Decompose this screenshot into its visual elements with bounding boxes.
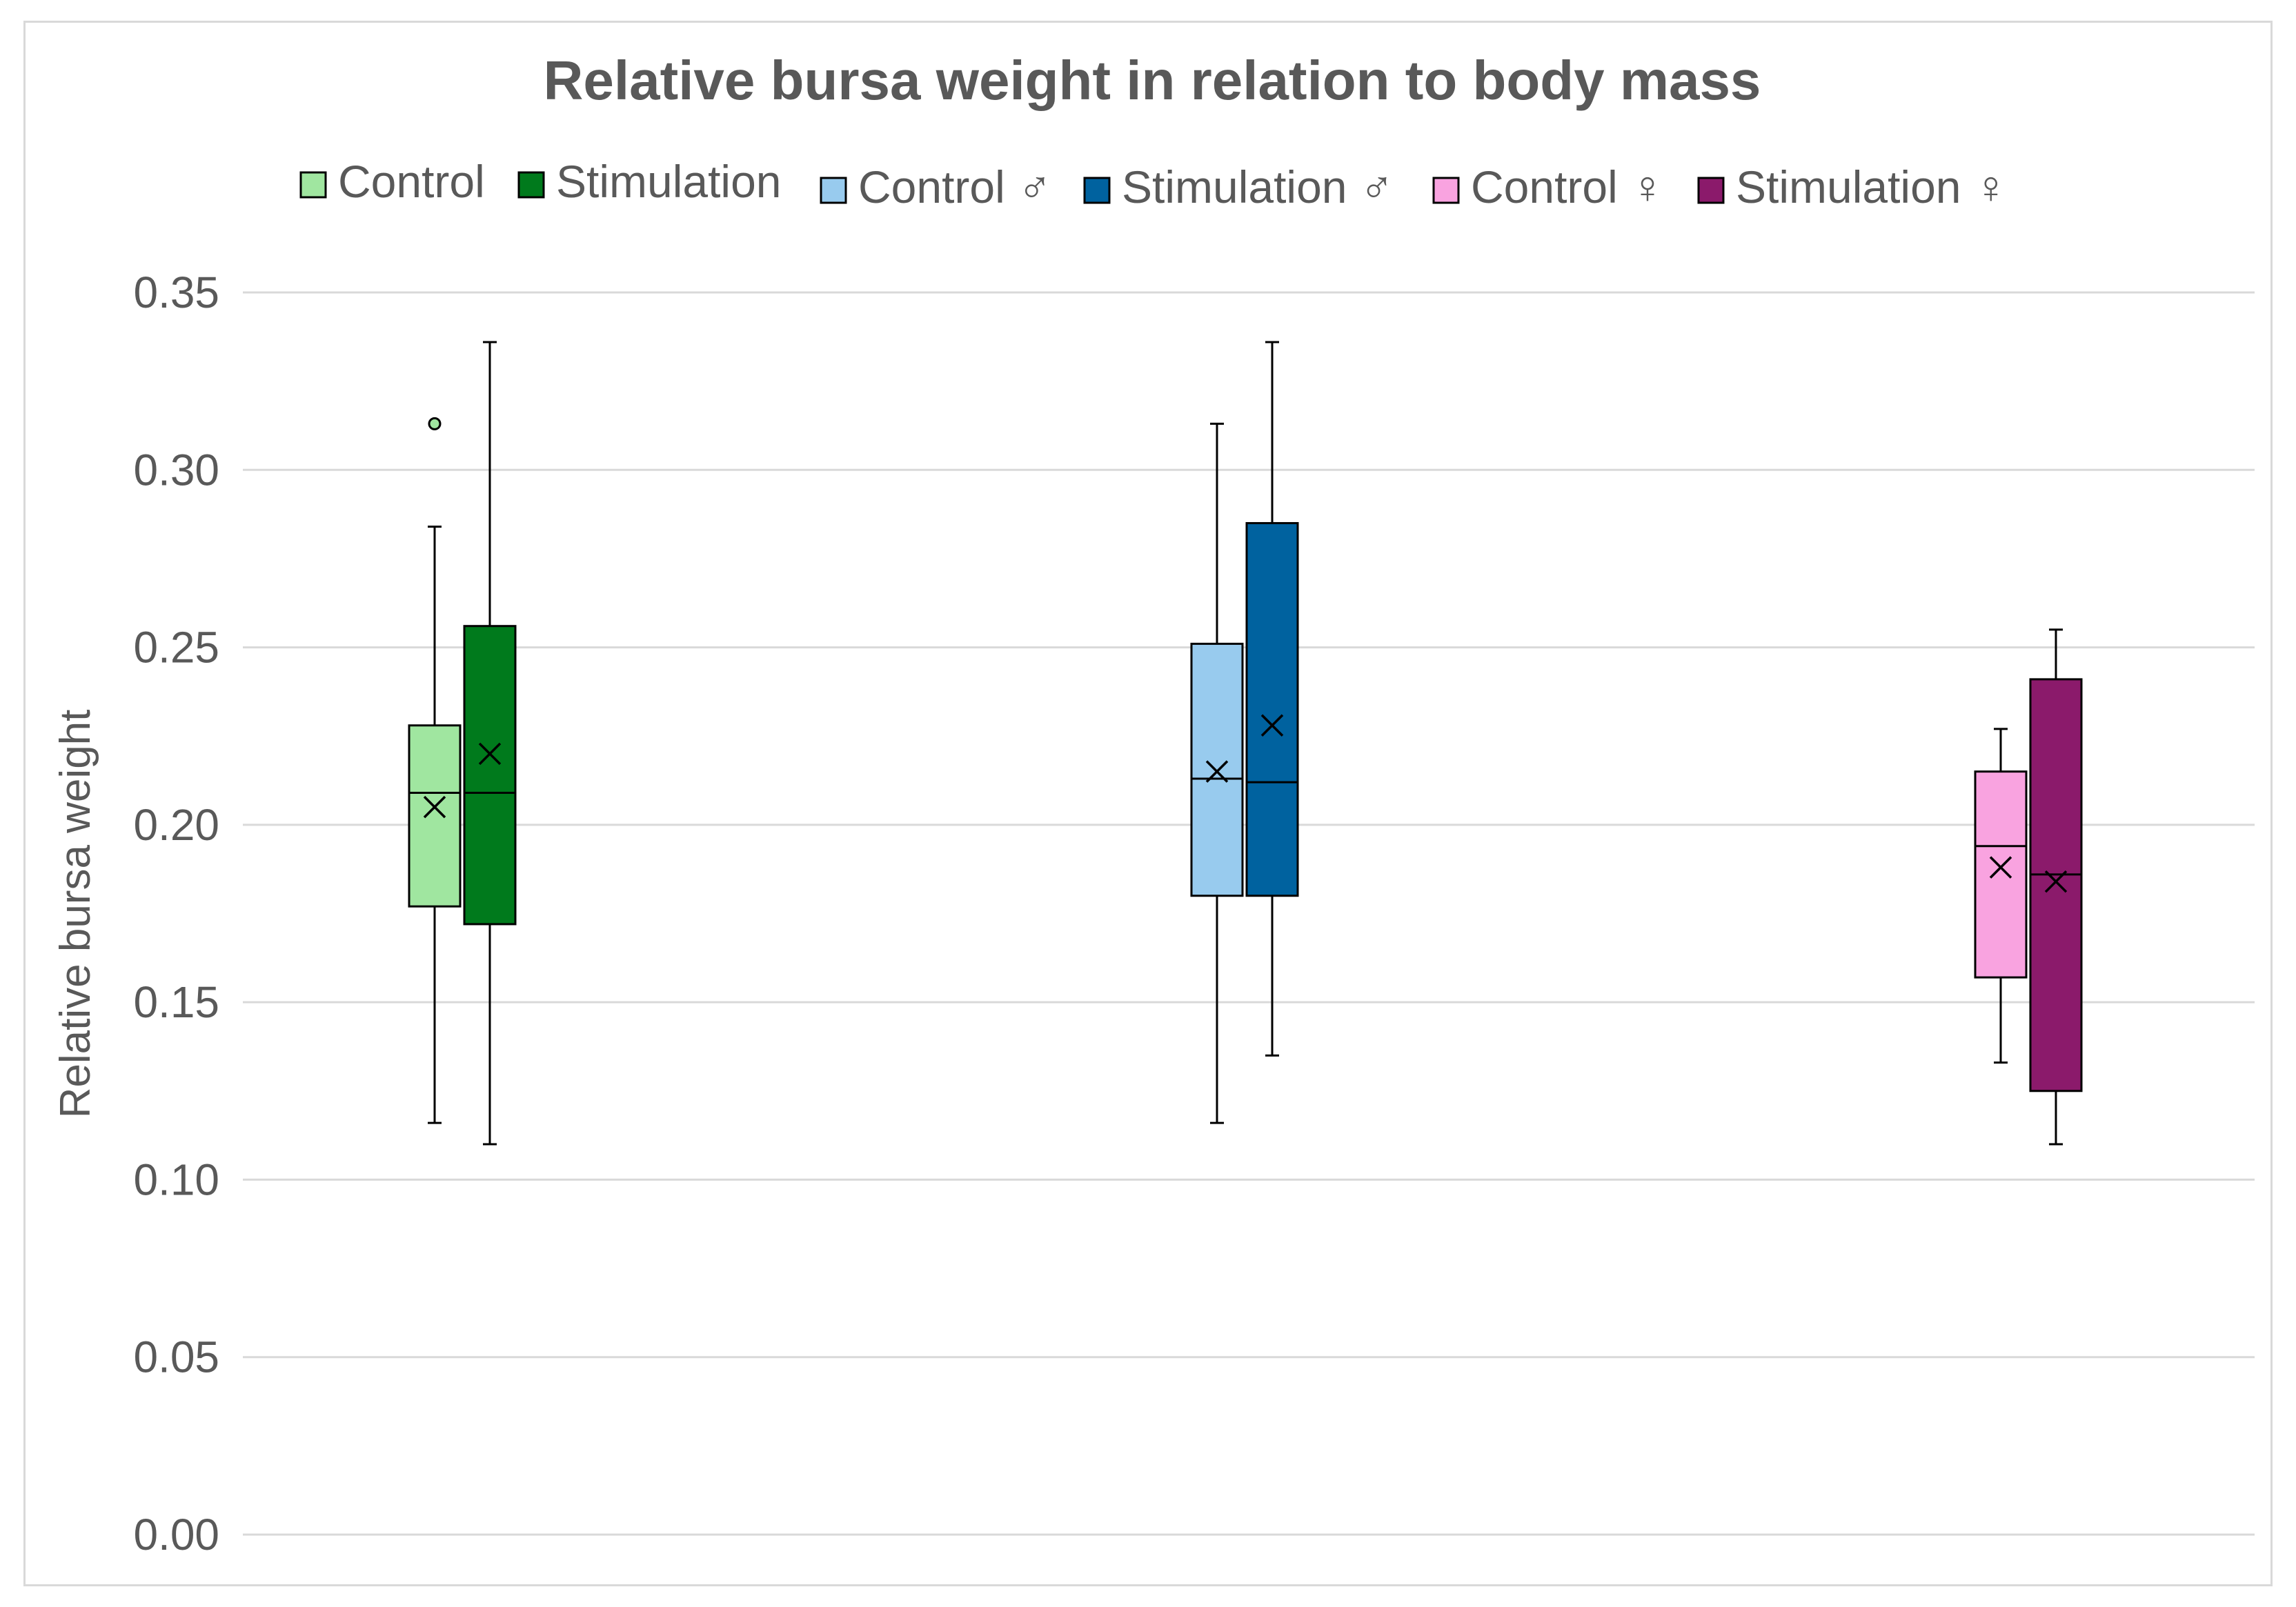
legend-swatch xyxy=(820,177,847,204)
legend: Control Stimulation Control ♂ Stimulation ♂… xyxy=(299,156,2008,212)
legend-label: Control xyxy=(338,156,485,207)
outlier-point xyxy=(428,417,442,430)
legend-label: Control ♂ xyxy=(858,161,1052,212)
chart-frame xyxy=(23,21,2273,1586)
y-tick-label: 0.20 xyxy=(133,800,219,850)
y-tick-label: 0.10 xyxy=(133,1155,219,1204)
box-stimulation xyxy=(2029,628,2083,1146)
mean-stroke xyxy=(1260,714,1284,737)
legend-item: Stimulation ♂ xyxy=(1083,161,1394,212)
y-axis-ticks: 0.00 0.05 0.10 0.15 0.20 0.25 0.30 0.35 xyxy=(133,268,219,1559)
chart-title: Relative bursa weight in relation to bod… xyxy=(544,50,1761,111)
y-tick-label: 0.25 xyxy=(133,623,219,672)
box-control xyxy=(1190,422,1244,1124)
y-axis-title: Relative bursa weight xyxy=(52,710,99,1119)
legend-item: Control xyxy=(299,156,485,207)
box-control xyxy=(1974,728,2028,1064)
legend-label: Stimulation ♀ xyxy=(1736,161,2008,212)
legend-swatch xyxy=(1697,177,1725,204)
mean-stroke xyxy=(1205,760,1229,783)
box-stimulation xyxy=(1245,341,1299,1057)
mean-stroke xyxy=(1989,856,2012,879)
mean-marker xyxy=(423,795,446,819)
gridlines xyxy=(243,291,2255,1536)
y-tick-label: 0.30 xyxy=(133,445,219,495)
mean-marker xyxy=(2044,870,2068,893)
y-tick-label: 0.00 xyxy=(133,1510,219,1559)
legend-label: Stimulation ♂ xyxy=(1122,161,1394,212)
iqr-box xyxy=(1245,521,1299,897)
plot-area xyxy=(408,341,2083,1146)
mean-marker xyxy=(1989,856,2012,879)
y-tick-label: 0.15 xyxy=(133,977,219,1027)
legend-item: Control ♂ xyxy=(820,161,1052,212)
y-tick-label: 0.35 xyxy=(133,268,219,317)
iqr-box xyxy=(1190,642,1244,897)
legend-item: Stimulation xyxy=(517,156,782,207)
box-control xyxy=(408,417,462,1124)
mean-marker xyxy=(1260,714,1284,737)
iqr-box xyxy=(463,625,517,926)
legend-label: Stimulation xyxy=(556,156,782,207)
mean-stroke xyxy=(423,795,446,819)
legend-swatch xyxy=(1083,177,1111,204)
iqr-box xyxy=(2029,678,2083,1092)
mean-stroke xyxy=(2044,870,2068,893)
legend-swatch xyxy=(517,171,545,199)
legend-swatch xyxy=(299,171,327,199)
iqr-box xyxy=(408,724,462,908)
legend-label: Control ♀ xyxy=(1471,161,1665,212)
box-stimulation xyxy=(463,341,517,1146)
legend-item: Control ♀ xyxy=(1432,161,1665,212)
legend-item: Stimulation ♀ xyxy=(1697,161,2008,212)
mean-marker xyxy=(1205,760,1229,783)
iqr-box xyxy=(1974,770,2028,979)
mean-stroke xyxy=(478,742,502,766)
mean-marker xyxy=(478,742,502,766)
y-tick-label: 0.05 xyxy=(133,1332,219,1382)
legend-swatch xyxy=(1432,177,1460,204)
